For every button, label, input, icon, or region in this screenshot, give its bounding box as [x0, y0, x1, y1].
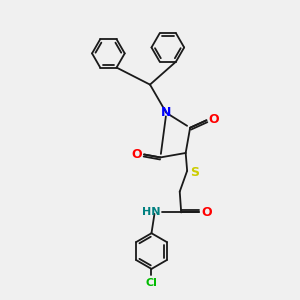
Text: O: O [201, 206, 212, 219]
Text: S: S [190, 166, 199, 179]
Text: HN: HN [142, 207, 161, 218]
Text: O: O [209, 113, 220, 126]
Text: O: O [131, 148, 142, 161]
Text: Cl: Cl [146, 278, 158, 288]
Text: N: N [161, 106, 172, 119]
